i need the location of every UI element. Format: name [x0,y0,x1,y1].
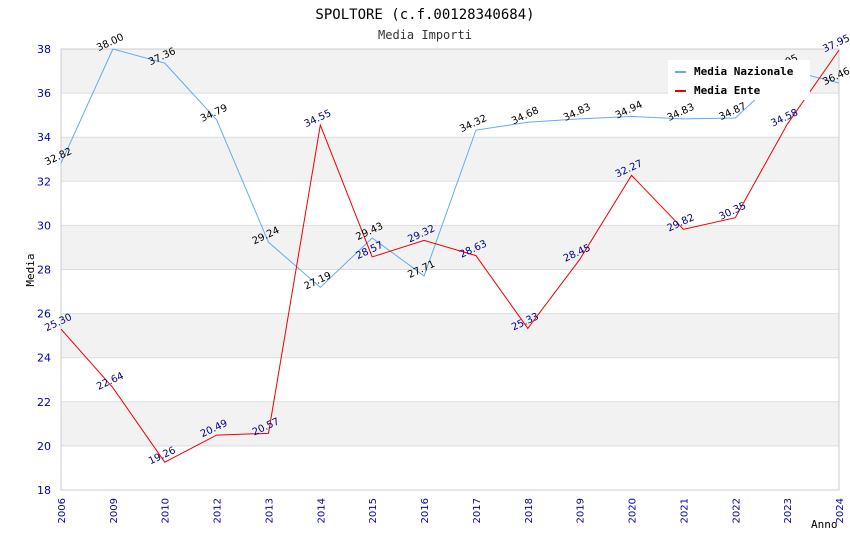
series-line-media-nazionale [60,48,840,289]
y-tick-label: 26 [37,308,51,321]
x-tick-label: 2019 [576,498,587,523]
x-tick-label: 2010 [161,498,172,523]
y-tick-label: 36 [37,87,51,100]
y-tick-label: 22 [37,396,51,409]
plot-band [61,357,839,402]
plot-background-bands [61,49,839,490]
plot-frame [60,48,840,491]
x-tick-label: 2009 [109,498,120,523]
x-tick-label: 2012 [213,498,224,523]
plot-band [61,93,839,138]
series-lines [60,48,840,463]
x-tick-label: 2021 [679,498,690,523]
y-tick-label: 34 [37,131,51,144]
x-tick-label: 2023 [783,498,794,523]
plot-band [61,445,839,490]
x-tick-label: 2020 [628,498,639,523]
y-tick-label: 20 [37,440,51,453]
series-line-media-ente [60,49,840,463]
plot-band [61,137,839,182]
y-axis-ticks: 18 20 22 24 26 28 30 32 34 36 38 [37,43,51,497]
x-tick-label: 2017 [472,498,483,523]
plot-band [61,313,839,358]
x-tick-label: 2013 [264,498,275,523]
x-tick-label: 2022 [731,498,742,523]
x-tick-label: 2018 [524,498,535,523]
y-tick-label: 30 [37,219,51,232]
y-tick-label: 32 [37,175,51,188]
plot-band [61,401,839,446]
x-tick-label: 2016 [420,498,431,523]
y-tick-label: 18 [37,484,51,497]
x-tick-label: 2006 [57,498,68,523]
x-axis-ticks: 2006 2009 2010 2012 2013 2014 2015 2016 2017 2018… [57,498,846,523]
x-tick-label: 2015 [368,498,379,523]
chart-title: SPOLTORE (c.f.00128340684) [315,7,534,23]
x-axis-label: Anno [811,518,838,531]
legend: Media Nazionale Media Ente [668,60,810,100]
legend-box [668,60,810,100]
chart-subtitle: Media Importi [378,28,472,42]
plot-band [61,225,839,270]
legend-label-media-ente: Media Ente [694,84,761,97]
y-tick-label: 28 [37,264,51,277]
legend-label-media-nazionale: Media Nazionale [694,65,794,78]
x-tick-label: 2014 [316,498,327,523]
plot-band [61,269,839,314]
y-tick-label: 38 [37,43,51,56]
x-tick-label: 2024 [835,498,846,523]
y-tick-label: 24 [37,352,51,365]
y-axis-label: Media [24,253,37,286]
